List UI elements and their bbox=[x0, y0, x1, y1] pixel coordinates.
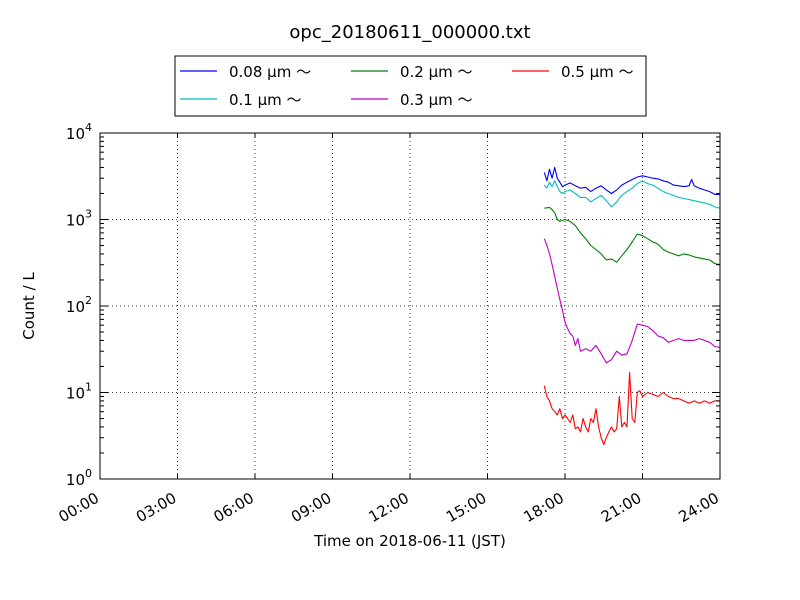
series-0_2m-line bbox=[544, 206, 721, 266]
y-tick-label: 100 bbox=[66, 467, 92, 489]
series-0_08m-line bbox=[543, 166, 720, 195]
grid-lines bbox=[100, 133, 720, 479]
y-tick-base: 10 bbox=[66, 212, 85, 230]
y-axis-label: Count / L bbox=[20, 272, 38, 340]
legend-label: 0.08 μm ～ bbox=[229, 63, 311, 81]
y-tick-exponent: 3 bbox=[85, 208, 92, 221]
legend-label: 0.3 μm ～ bbox=[400, 91, 473, 109]
chart-title: opc_20180611_000000.txt bbox=[289, 22, 530, 43]
y-tick-exponent: 1 bbox=[85, 381, 92, 394]
y-tick-base: 10 bbox=[66, 298, 85, 316]
legend-label: 0.5 μm ～ bbox=[561, 63, 634, 81]
x-axis-label: Time on 2018-06-11 (JST) bbox=[313, 532, 506, 550]
y-tick-label: 103 bbox=[66, 208, 92, 230]
y-tick-label: 104 bbox=[66, 121, 92, 143]
y-tick-label: 101 bbox=[66, 381, 92, 403]
y-tick-exponent: 2 bbox=[85, 294, 92, 307]
series-layer bbox=[543, 166, 721, 446]
legend-label: 0.2 μm ～ bbox=[400, 63, 473, 81]
y-tick-exponent: 0 bbox=[85, 467, 92, 480]
series-0_1m-line bbox=[543, 180, 721, 209]
series-0_3m-line bbox=[543, 238, 721, 364]
y-tick-base: 10 bbox=[66, 125, 85, 143]
y-tick-base: 10 bbox=[66, 385, 85, 403]
legend-frame bbox=[174, 55, 647, 117]
legend-label: 0.1 μm ～ bbox=[229, 91, 302, 109]
series-0_5m-line bbox=[543, 372, 720, 446]
y-tick-label: 102 bbox=[66, 294, 92, 316]
y-tick-base: 10 bbox=[66, 471, 85, 489]
y-tick-exponent: 4 bbox=[85, 121, 92, 134]
legend: 0.08 μm ～ 0.1 μm ～ 0.2 μm ～ 0.3 μm ～ 0.5 μm … bbox=[174, 55, 647, 117]
